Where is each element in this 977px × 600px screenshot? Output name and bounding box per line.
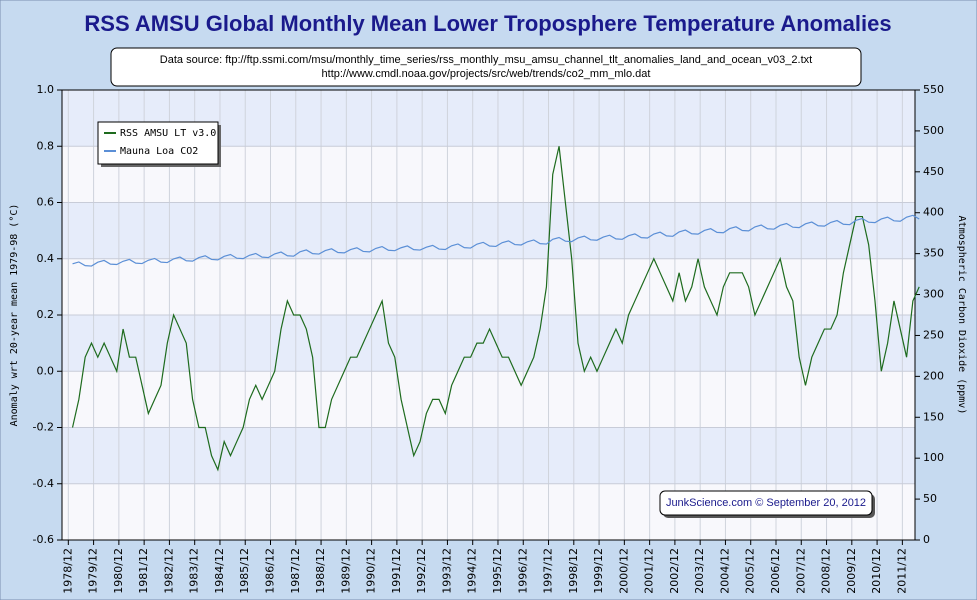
annotation: JunkScience.com © September 20, 2012 (666, 497, 866, 509)
x-tick-label: 1988/12 (314, 548, 327, 594)
y-tick-label: 1.0 (37, 83, 55, 96)
band (62, 202, 915, 259)
x-tick-label: 1987/12 (289, 548, 302, 594)
y2-tick-label: 400 (923, 206, 944, 219)
x-tick-label: 1996/12 (516, 548, 529, 594)
annotation-box (659, 490, 873, 516)
x-tick-label: 1978/12 (61, 548, 74, 594)
y2-tick-label: 350 (923, 247, 944, 260)
x-tick-label: 1991/12 (390, 548, 403, 594)
x-tick-label: 2011/12 (895, 548, 908, 594)
x-tick-label: 1994/12 (466, 548, 479, 594)
x-tick-label: 2009/12 (845, 548, 858, 594)
legend-label: Mauna Loa CO2 (120, 146, 198, 157)
source-box (110, 47, 862, 87)
y2-tick-label: 50 (923, 492, 937, 505)
legend-label: RSS AMSU LT v3.0 (120, 128, 216, 139)
x-tick-label: 1986/12 (264, 548, 277, 594)
y-tick-label: 0.6 (37, 196, 55, 209)
x-tick-label: 2000/12 (617, 548, 630, 594)
series-line (72, 214, 920, 267)
x-tick-label: 2006/12 (769, 548, 782, 594)
x-tick-label: 1983/12 (188, 548, 201, 594)
x-tick-label: 2005/12 (744, 548, 757, 594)
y2-tick-label: 300 (923, 288, 944, 301)
x-tick-label: 1982/12 (162, 548, 175, 594)
y2-tick-label: 550 (923, 83, 944, 96)
x-tick-label: 1981/12 (137, 548, 150, 594)
x-tick-label: 1980/12 (112, 548, 125, 594)
y2-tick-label: 0 (923, 533, 930, 546)
band (62, 427, 915, 484)
y2-tick-label: 200 (923, 369, 944, 382)
y-axis-label: Anomaly wrt 20-year mean 1979-98 (°C) (9, 204, 20, 427)
y-tick-label: 0.4 (37, 252, 55, 265)
series-line (71, 146, 920, 472)
x-tick-label: 1979/12 (87, 548, 100, 594)
x-tick-label: 2002/12 (668, 548, 681, 594)
y2-tick-label: 500 (923, 124, 944, 137)
y-tick-label: 0.2 (37, 308, 55, 321)
x-tick-label: 1998/12 (567, 548, 580, 594)
plot-border (61, 89, 916, 541)
y-tick-label: -0.2 (33, 421, 54, 434)
x-tick-label: 1995/12 (491, 548, 504, 594)
y2-tick-label: 100 (923, 451, 944, 464)
chart-title: RSS AMSU Global Monthly Mean Lower Tropo… (84, 11, 891, 36)
subtitle: Data source: ftp://ftp.ssmi.com/msu/mont… (160, 54, 812, 66)
x-tick-label: 1992/12 (415, 548, 428, 594)
x-tick-label: 2003/12 (693, 548, 706, 594)
y2-tick-label: 150 (923, 410, 944, 423)
y2-tick-label: 250 (923, 328, 944, 341)
y-tick-label: 0.0 (37, 364, 55, 377)
x-tick-label: 2010/12 (870, 548, 883, 594)
y-tick-label: -0.4 (33, 477, 54, 490)
x-tick-label: 1989/12 (339, 548, 352, 594)
x-tick-label: 1990/12 (365, 548, 378, 594)
x-tick-label: 2008/12 (820, 548, 833, 594)
band (62, 315, 915, 372)
y-tick-label: -0.6 (33, 533, 54, 546)
x-tick-label: 1984/12 (213, 548, 226, 594)
x-tick-label: 2001/12 (643, 548, 656, 594)
y-tick-label: 0.8 (37, 139, 55, 152)
x-tick-label: 1997/12 (542, 548, 555, 594)
y2-tick-label: 450 (923, 165, 944, 178)
x-tick-label: 1985/12 (238, 548, 251, 594)
legend (97, 121, 219, 165)
x-tick-label: 2007/12 (794, 548, 807, 594)
y2-axis-label: Atmospheric Carbon Dioxide (ppmv) (956, 216, 967, 415)
x-tick-label: 2004/12 (718, 548, 731, 594)
x-tick-label: 1993/12 (440, 548, 453, 594)
subtitle: http://www.cmdl.noaa.gov/projects/src/we… (322, 68, 651, 80)
x-tick-label: 1999/12 (592, 548, 605, 594)
